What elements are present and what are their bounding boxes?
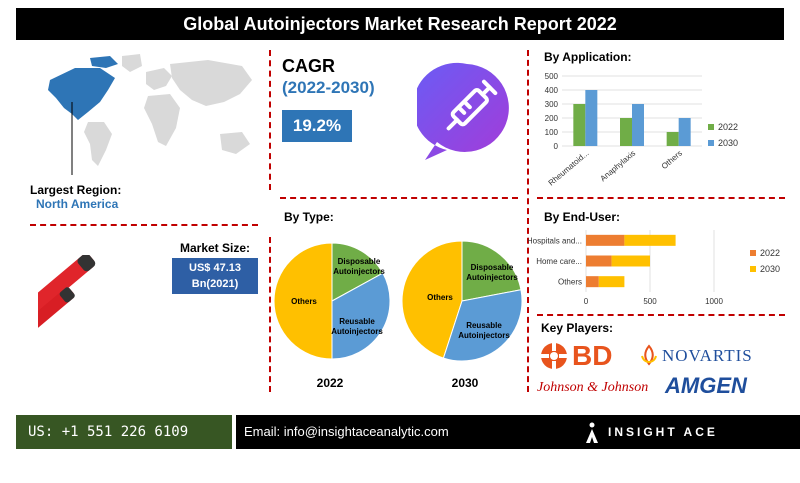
- bar-2030-0: [585, 90, 598, 146]
- x-tick-label: 0: [584, 297, 589, 306]
- pie-slice-1: [331, 242, 384, 302]
- legend-swatch-2030: [750, 266, 756, 272]
- pie-slice-0: [273, 242, 333, 360]
- bd-logo: BD: [572, 340, 613, 371]
- by-type-title: By Type:: [284, 210, 334, 224]
- y-tick-label: 300: [545, 100, 559, 109]
- footer-bar: Email: info@insightaceanalytic.com INSIG…: [236, 415, 800, 473]
- pie-slice-1: [461, 240, 522, 302]
- divider-vertical-3: [527, 50, 529, 392]
- bar-2030-2: [678, 118, 691, 146]
- by-application-chart: 0 100 200 300 400 500 Rheumatoid... Anaphylaxis…: [545, 72, 738, 188]
- legend-label-2022: 2022: [718, 122, 738, 132]
- pie-chart-2022: OthersDisposableAutoinjectorsReusableAut…: [273, 242, 391, 360]
- amgen-logo: AMGEN: [665, 373, 747, 398]
- pie-label-2-1: Autoinjectors: [458, 331, 510, 340]
- bar-2022-1: [586, 255, 612, 267]
- bar-2022-0: [586, 234, 625, 246]
- legend-label-2030: 2030: [760, 264, 780, 274]
- footer-brand: INSIGHT ACE ANALYTIC: [608, 425, 718, 473]
- by-application-title: By Application:: [544, 50, 632, 64]
- y-tick-label: 400: [545, 86, 559, 95]
- pie-chart-2030: OthersDisposableAutoinjectorsReusableAut…: [401, 240, 523, 362]
- novartis-logo: NOVARTIS: [662, 346, 753, 365]
- divider-vertical-1: [269, 50, 271, 190]
- y-tick-label: 0: [554, 142, 559, 151]
- largest-region-label: Largest Region:: [30, 183, 122, 197]
- world-map-icon: [48, 54, 252, 175]
- market-size-value-line2: Bn(2021): [191, 278, 239, 290]
- y-tick-label: Hospitals and...: [528, 236, 582, 245]
- cagr-title: CAGR: [282, 56, 335, 76]
- footer-phone: US: +1 551 226 6109: [16, 415, 232, 449]
- pie-label-2-1: Autoinjectors: [331, 327, 383, 336]
- x-tick-label: Anaphylaxis: [598, 149, 637, 184]
- legend-label-2030: 2030: [718, 138, 738, 148]
- pie-label-1-0: Disposable: [471, 263, 514, 272]
- bar-2030-2: [598, 276, 625, 288]
- y-tick-label: Home care...: [536, 257, 582, 266]
- bar-2030-0: [624, 234, 676, 246]
- syringe-icon: [417, 62, 509, 160]
- pie-label-2-0: Reusable: [466, 321, 502, 330]
- cagr-value: 19.2%: [282, 110, 352, 142]
- pie-year-label-2030: 2030: [451, 376, 479, 390]
- pie-label-0-0: Others: [427, 293, 453, 302]
- pie-label-2-0: Reusable: [339, 317, 375, 326]
- x-tick-label: 500: [643, 297, 657, 306]
- key-players-title: Key Players:: [541, 321, 614, 335]
- divider-horizontal-mid: [280, 197, 518, 199]
- x-tick-label: 1000: [705, 297, 723, 306]
- bd-logo-icon: [541, 343, 567, 369]
- legend-swatch-2030: [708, 140, 714, 146]
- autoinjector-pens-icon: [38, 255, 96, 356]
- x-tick-label: Rheumatoid...: [547, 149, 591, 188]
- cagr-period: (2022-2030): [282, 78, 375, 97]
- bar-2022-1: [620, 118, 632, 146]
- divider-horizontal-right-1: [537, 197, 785, 199]
- y-tick-label: Others: [558, 278, 582, 287]
- by-end-user-title: By End-User:: [544, 210, 621, 224]
- bar-2022-2: [666, 132, 679, 146]
- pie-label-0-0: Others: [291, 297, 317, 306]
- market-size-value-line1: US$ 47.13: [189, 262, 241, 274]
- pie-slice-0: [401, 240, 463, 359]
- market-size-label: Market Size:: [179, 241, 251, 255]
- pie-label-1-1: Autoinjectors: [333, 267, 385, 276]
- x-tick-label: Others: [660, 149, 684, 171]
- market-size-value-box: US$ 47.13 Bn(2021): [172, 258, 258, 294]
- pie-slice-2: [331, 272, 391, 360]
- pie-label-1-1: Autoinjectors: [466, 273, 518, 282]
- y-tick-label: 100: [545, 128, 559, 137]
- largest-region-value: North America: [36, 197, 119, 211]
- insight-ace-logo-icon: [586, 422, 598, 443]
- pie-label-1-0: Disposable: [338, 257, 381, 266]
- y-tick-label: 200: [545, 114, 559, 123]
- pie-year-label-2022: 2022: [316, 376, 344, 390]
- legend-swatch-2022: [750, 250, 756, 256]
- bar-2030-1: [632, 104, 644, 146]
- novartis-logo-icon: [641, 344, 657, 366]
- bar-2022-0: [573, 104, 586, 146]
- jnj-logo: Johnson & Johnson: [537, 380, 649, 395]
- legend-label-2022: 2022: [760, 248, 780, 258]
- bar-2030-1: [611, 255, 650, 267]
- divider-horizontal-right-2: [537, 314, 785, 316]
- by-end-user-chart: 0 500 1000 Hospitals and... Home care... Othe…: [528, 230, 780, 306]
- footer-email: Email: info@insightaceanalytic.com: [244, 424, 449, 439]
- y-tick-label: 500: [545, 72, 559, 81]
- legend-swatch-2022: [708, 124, 714, 130]
- bar-2022-2: [586, 276, 599, 288]
- divider-vertical-2: [269, 237, 271, 392]
- divider-horizontal-left: [30, 224, 258, 226]
- report-title: Global Autoinjectors Market Research Rep…: [16, 8, 784, 40]
- pie-slice-2: [442, 289, 523, 362]
